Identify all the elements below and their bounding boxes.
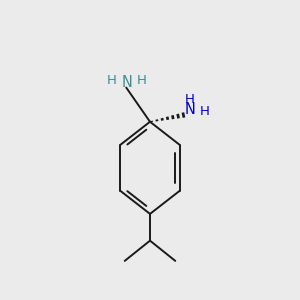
Text: H: H [137,74,147,87]
Text: H: H [200,105,210,118]
Text: N: N [122,75,132,90]
Text: N: N [185,102,196,117]
Text: H: H [107,74,117,87]
Text: H: H [185,93,195,106]
